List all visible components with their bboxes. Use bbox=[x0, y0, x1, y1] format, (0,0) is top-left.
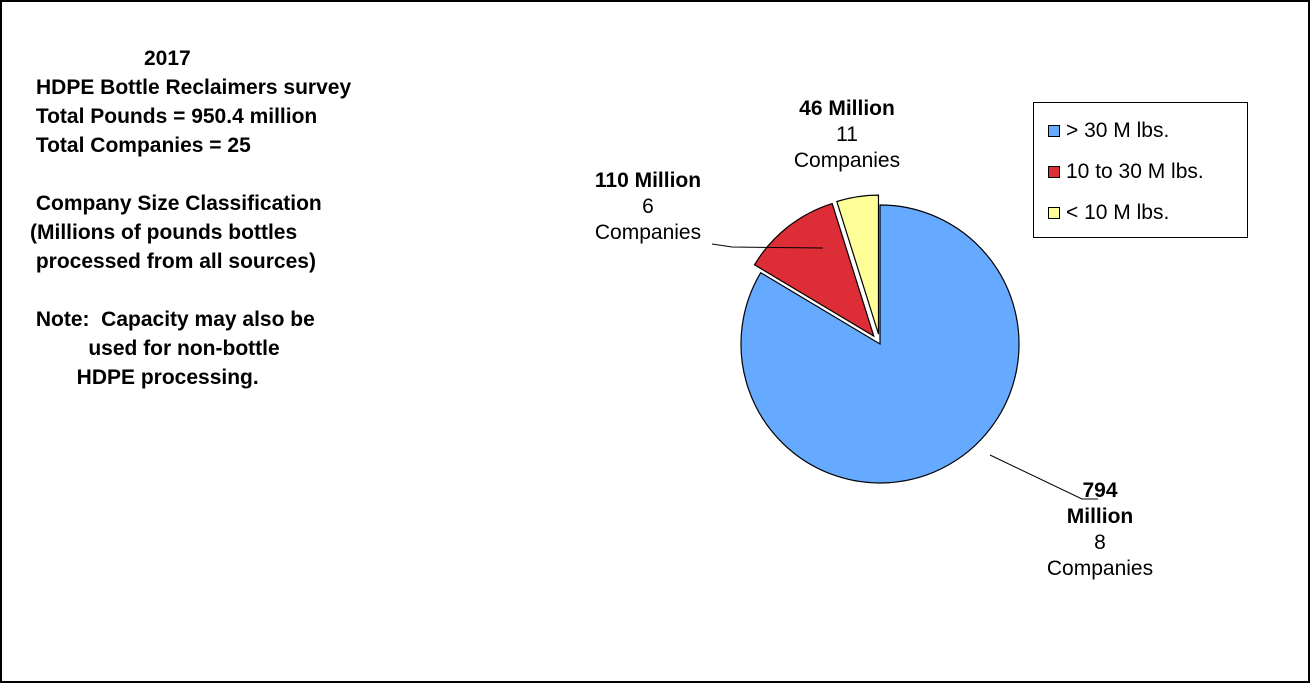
total-companies: Total Companies = 25 bbox=[30, 134, 251, 157]
classification-title: Company Size Classification bbox=[30, 192, 322, 215]
slice-label-large-companies: Companies bbox=[1046, 557, 1154, 580]
slice-label-small-companies: Companies bbox=[793, 149, 901, 172]
leader-line-medium bbox=[711, 243, 824, 249]
legend-label-small: < 10 M lbs. bbox=[1066, 201, 1170, 224]
slice-label-small-value: 46 Million bbox=[799, 97, 895, 120]
chart-description: 2017 HDPE Bottle Reclaimers survey Total… bbox=[30, 44, 450, 392]
legend-item-small: < 10 M lbs. bbox=[1048, 200, 1169, 226]
pie-slice-large bbox=[740, 204, 1020, 484]
leader-lines bbox=[711, 243, 1098, 500]
pie-slice-small bbox=[836, 194, 880, 335]
slice-label-small: 46 Million 11 Companies bbox=[772, 96, 922, 174]
legend-item-large: > 30 M lbs. bbox=[1048, 118, 1169, 144]
legend-item-medium: 10 to 30 M lbs. bbox=[1048, 159, 1204, 185]
legend-label-medium: 10 to 30 M lbs. bbox=[1066, 160, 1204, 183]
slice-label-large: 794 Million 8 Companies bbox=[1035, 478, 1165, 582]
pie-slice-medium bbox=[753, 202, 875, 338]
slice-label-medium-count: 6 bbox=[642, 195, 654, 218]
legend-swatch-large bbox=[1048, 125, 1060, 137]
slice-label-large-count: 8 bbox=[1094, 531, 1106, 554]
slice-label-small-count: 11 bbox=[836, 123, 858, 146]
legend-swatch-medium bbox=[1048, 166, 1060, 178]
survey-title: HDPE Bottle Reclaimers survey bbox=[36, 76, 352, 99]
leader-line-large bbox=[989, 454, 1098, 500]
classification-line-1: (Millions of pounds bottles bbox=[30, 221, 298, 244]
note-line-2: used for non-bottle bbox=[30, 337, 280, 360]
chart-legend: > 30 M lbs. 10 to 30 M lbs. < 10 M lbs. bbox=[1033, 102, 1248, 238]
slice-label-medium: 110 Million 6 Companies bbox=[568, 168, 728, 246]
year-label: 2017 bbox=[144, 47, 191, 70]
note-line-3: HDPE processing. bbox=[30, 366, 259, 389]
slice-label-large-value: 794 Million bbox=[1066, 479, 1134, 528]
legend-label-large: > 30 M lbs. bbox=[1066, 119, 1170, 142]
total-pounds: Total Pounds = 950.4 million bbox=[30, 105, 318, 128]
slice-label-medium-companies: Companies bbox=[594, 221, 702, 244]
pie-slices bbox=[740, 194, 1020, 484]
classification-line-2: processed from all sources) bbox=[30, 250, 316, 273]
note-line-1: Note: Capacity may also be bbox=[30, 308, 315, 331]
legend-swatch-small bbox=[1048, 207, 1060, 219]
slice-label-medium-value: 110 Million bbox=[594, 169, 702, 192]
